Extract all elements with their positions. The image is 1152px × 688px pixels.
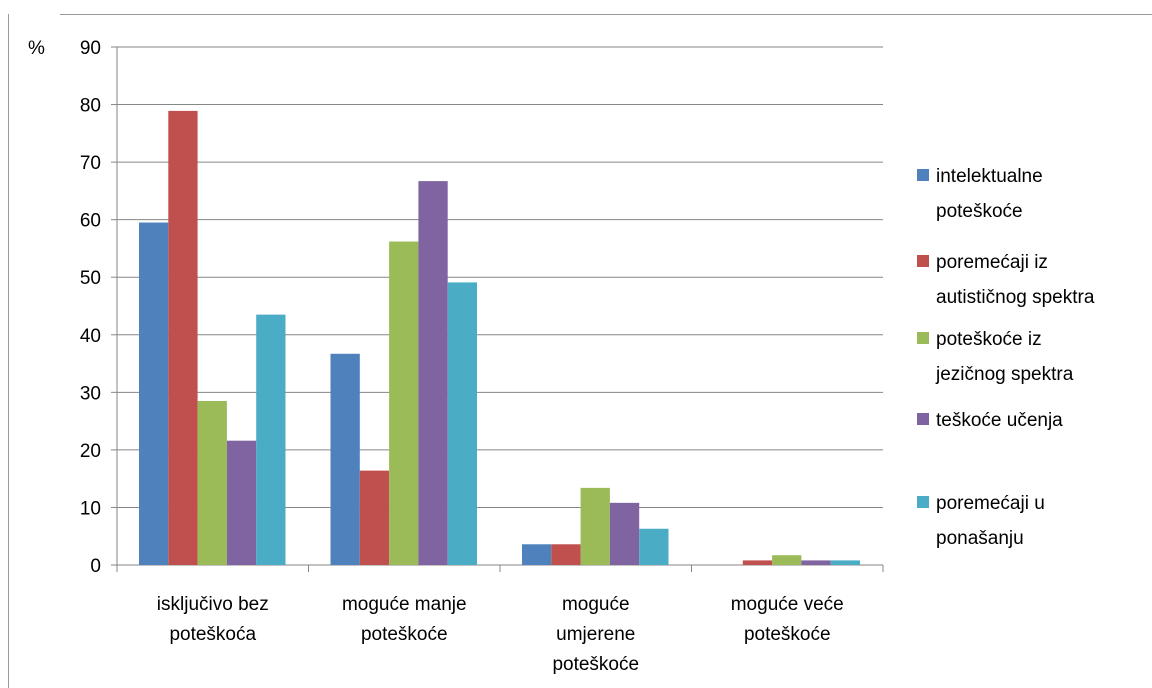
y-tick-label: 90 xyxy=(80,38,101,59)
chart-frame-top-border xyxy=(60,14,1152,15)
y-tick-label: 10 xyxy=(80,498,101,519)
x-category-label: moguće manje poteškoće xyxy=(342,594,467,645)
bar xyxy=(359,470,390,565)
x-category-label-line: isključivo bez xyxy=(157,594,269,615)
y-tick-label: 20 xyxy=(80,441,101,462)
legend-swatch xyxy=(917,169,929,181)
x-category-label-line: moguće xyxy=(562,594,630,615)
legend-swatch xyxy=(917,496,929,508)
x-category-label-line: moguće manje xyxy=(342,594,467,615)
legend-entry-line: poremećaji iz xyxy=(936,252,1048,273)
x-category-label-line: poteškoće xyxy=(361,624,448,645)
legend-entry: poremećaji u ponašanju xyxy=(936,493,1045,549)
legend-entry: poteškoće iz jezičnog spektra xyxy=(935,329,1074,385)
legend-swatch xyxy=(917,332,929,344)
legend-entry-line: teškoće učenja xyxy=(936,410,1063,431)
bar xyxy=(226,440,257,565)
legend-entry-line: intelektualne xyxy=(936,166,1043,187)
legend-entry-line: poteškoće iz xyxy=(936,329,1042,350)
chart-frame-left-border xyxy=(8,14,9,688)
y-tick-label: 70 xyxy=(80,153,101,174)
x-category-label: moguće veće poteškoće xyxy=(731,594,844,645)
bar xyxy=(639,528,669,565)
legend-entry-line: ponašanju xyxy=(936,528,1024,549)
x-category-label-line: poteškoće xyxy=(552,654,639,675)
y-tick-label: 80 xyxy=(80,96,101,117)
bar xyxy=(389,241,419,565)
legend-entry: intelektualne poteškoće xyxy=(936,166,1043,222)
bar xyxy=(551,544,581,565)
y-tick-label: 50 xyxy=(80,268,101,289)
y-tick-label: 60 xyxy=(80,211,101,232)
y-tick-label: 0 xyxy=(90,556,101,577)
x-category-label: isključivo bez poteškoća xyxy=(157,594,269,645)
x-category-label-line: poteškoća xyxy=(169,624,256,645)
bar xyxy=(139,222,169,566)
y-tick-label: 40 xyxy=(80,326,101,347)
x-category-label-line: poteškoće xyxy=(744,624,831,645)
bar xyxy=(418,181,448,566)
x-category-label: moguće umjerene poteškoće xyxy=(552,594,639,675)
x-category-label-line: umjerene xyxy=(556,624,635,645)
bar xyxy=(330,353,360,565)
x-category-label-line: moguće veće xyxy=(731,594,844,615)
y-axis-label: % xyxy=(28,38,45,59)
legend-entry-line: jezičnog spektra xyxy=(935,364,1074,385)
bar xyxy=(168,110,198,566)
bar xyxy=(830,560,860,565)
bar xyxy=(580,487,610,565)
bar xyxy=(197,400,227,565)
bar xyxy=(742,560,773,565)
legend-swatch xyxy=(917,255,929,267)
y-tick-label: 30 xyxy=(80,383,101,404)
legend-entry: poremećaji iz autističnog spektra xyxy=(936,252,1095,308)
legend-entry-line: autističnog spektra xyxy=(936,287,1095,308)
bar xyxy=(447,282,477,565)
legend-entry: teškoće učenja xyxy=(936,410,1063,431)
legend-entry-line: poremećaji u xyxy=(936,493,1045,514)
bar xyxy=(609,502,640,565)
bar xyxy=(256,314,286,565)
bar xyxy=(801,560,831,565)
legend-entry-line: poteškoće xyxy=(936,201,1023,222)
bar xyxy=(522,544,552,565)
bar xyxy=(772,555,802,565)
legend-swatch xyxy=(917,413,929,425)
